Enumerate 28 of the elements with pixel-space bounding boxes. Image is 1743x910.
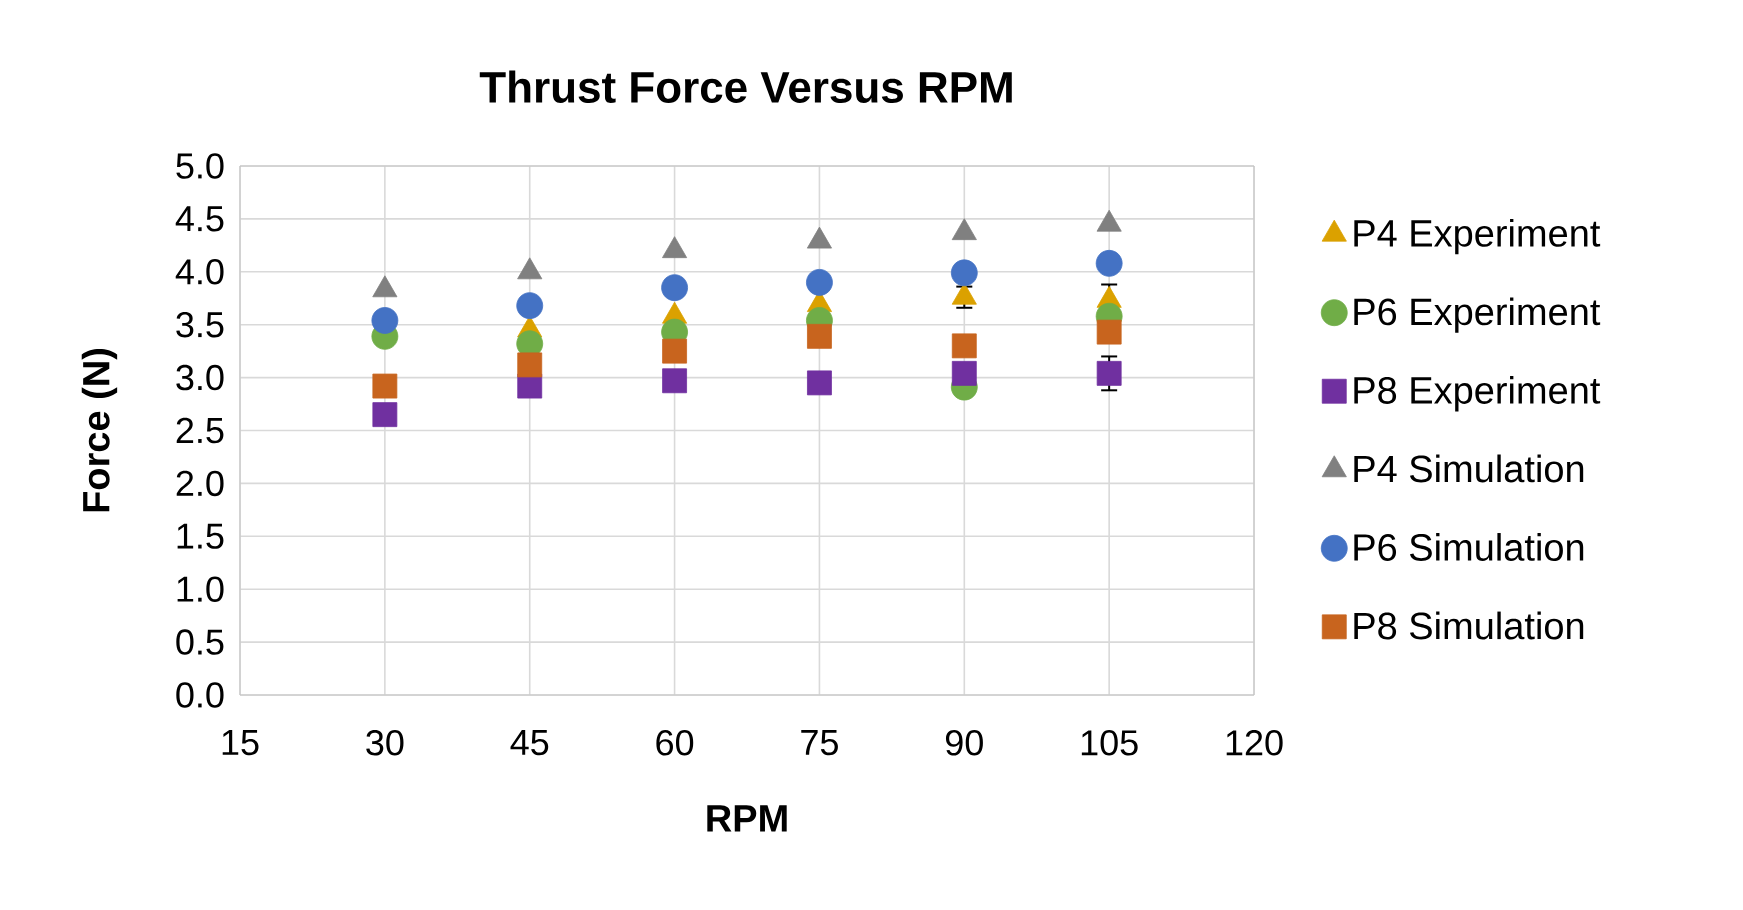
y-tick-label: 3.0 — [176, 364, 224, 391]
y-tick-label: 1.5 — [177, 523, 224, 549]
x-tick-label: 30 — [366, 730, 404, 756]
y-tick-label: 0.5 — [176, 629, 224, 655]
y-tick-label: 2.5 — [176, 417, 224, 444]
legend-label: P6 Experiment — [1354, 297, 1601, 333]
x-tick-label: 75 — [801, 730, 838, 756]
y-tick-label: 5.0 — [176, 153, 224, 179]
x-tick-label: 120 — [1226, 730, 1283, 756]
legend-label: P4 Simulation — [1354, 454, 1584, 483]
x-tick-label: 90 — [945, 730, 983, 756]
legend-label: P6 Simulation — [1354, 533, 1584, 561]
y-tick-label: 4.0 — [175, 259, 224, 285]
y-axis-title: Force (N) — [81, 349, 118, 512]
y-tick-label: 2.0 — [176, 470, 224, 497]
legend-label: P8 Simulation — [1354, 611, 1584, 640]
y-tick-label: 3.5 — [176, 311, 224, 338]
x-tick-label: 60 — [656, 730, 694, 756]
y-tick-label: 4.5 — [175, 206, 224, 232]
x-tick-label: 45 — [510, 730, 549, 756]
chart-title: Thrust Force Versus RPM — [479, 70, 1012, 103]
legend-label: P8 Experiment — [1354, 375, 1601, 412]
legend-label: P4 Experiment — [1354, 218, 1601, 255]
y-tick-label: 0.0 — [176, 682, 224, 708]
x-axis-title: RPM — [707, 805, 787, 832]
x-tick-label: 15 — [222, 730, 259, 756]
y-tick-label: 1.0 — [177, 576, 224, 602]
x-tick-label: 105 — [1081, 730, 1138, 756]
